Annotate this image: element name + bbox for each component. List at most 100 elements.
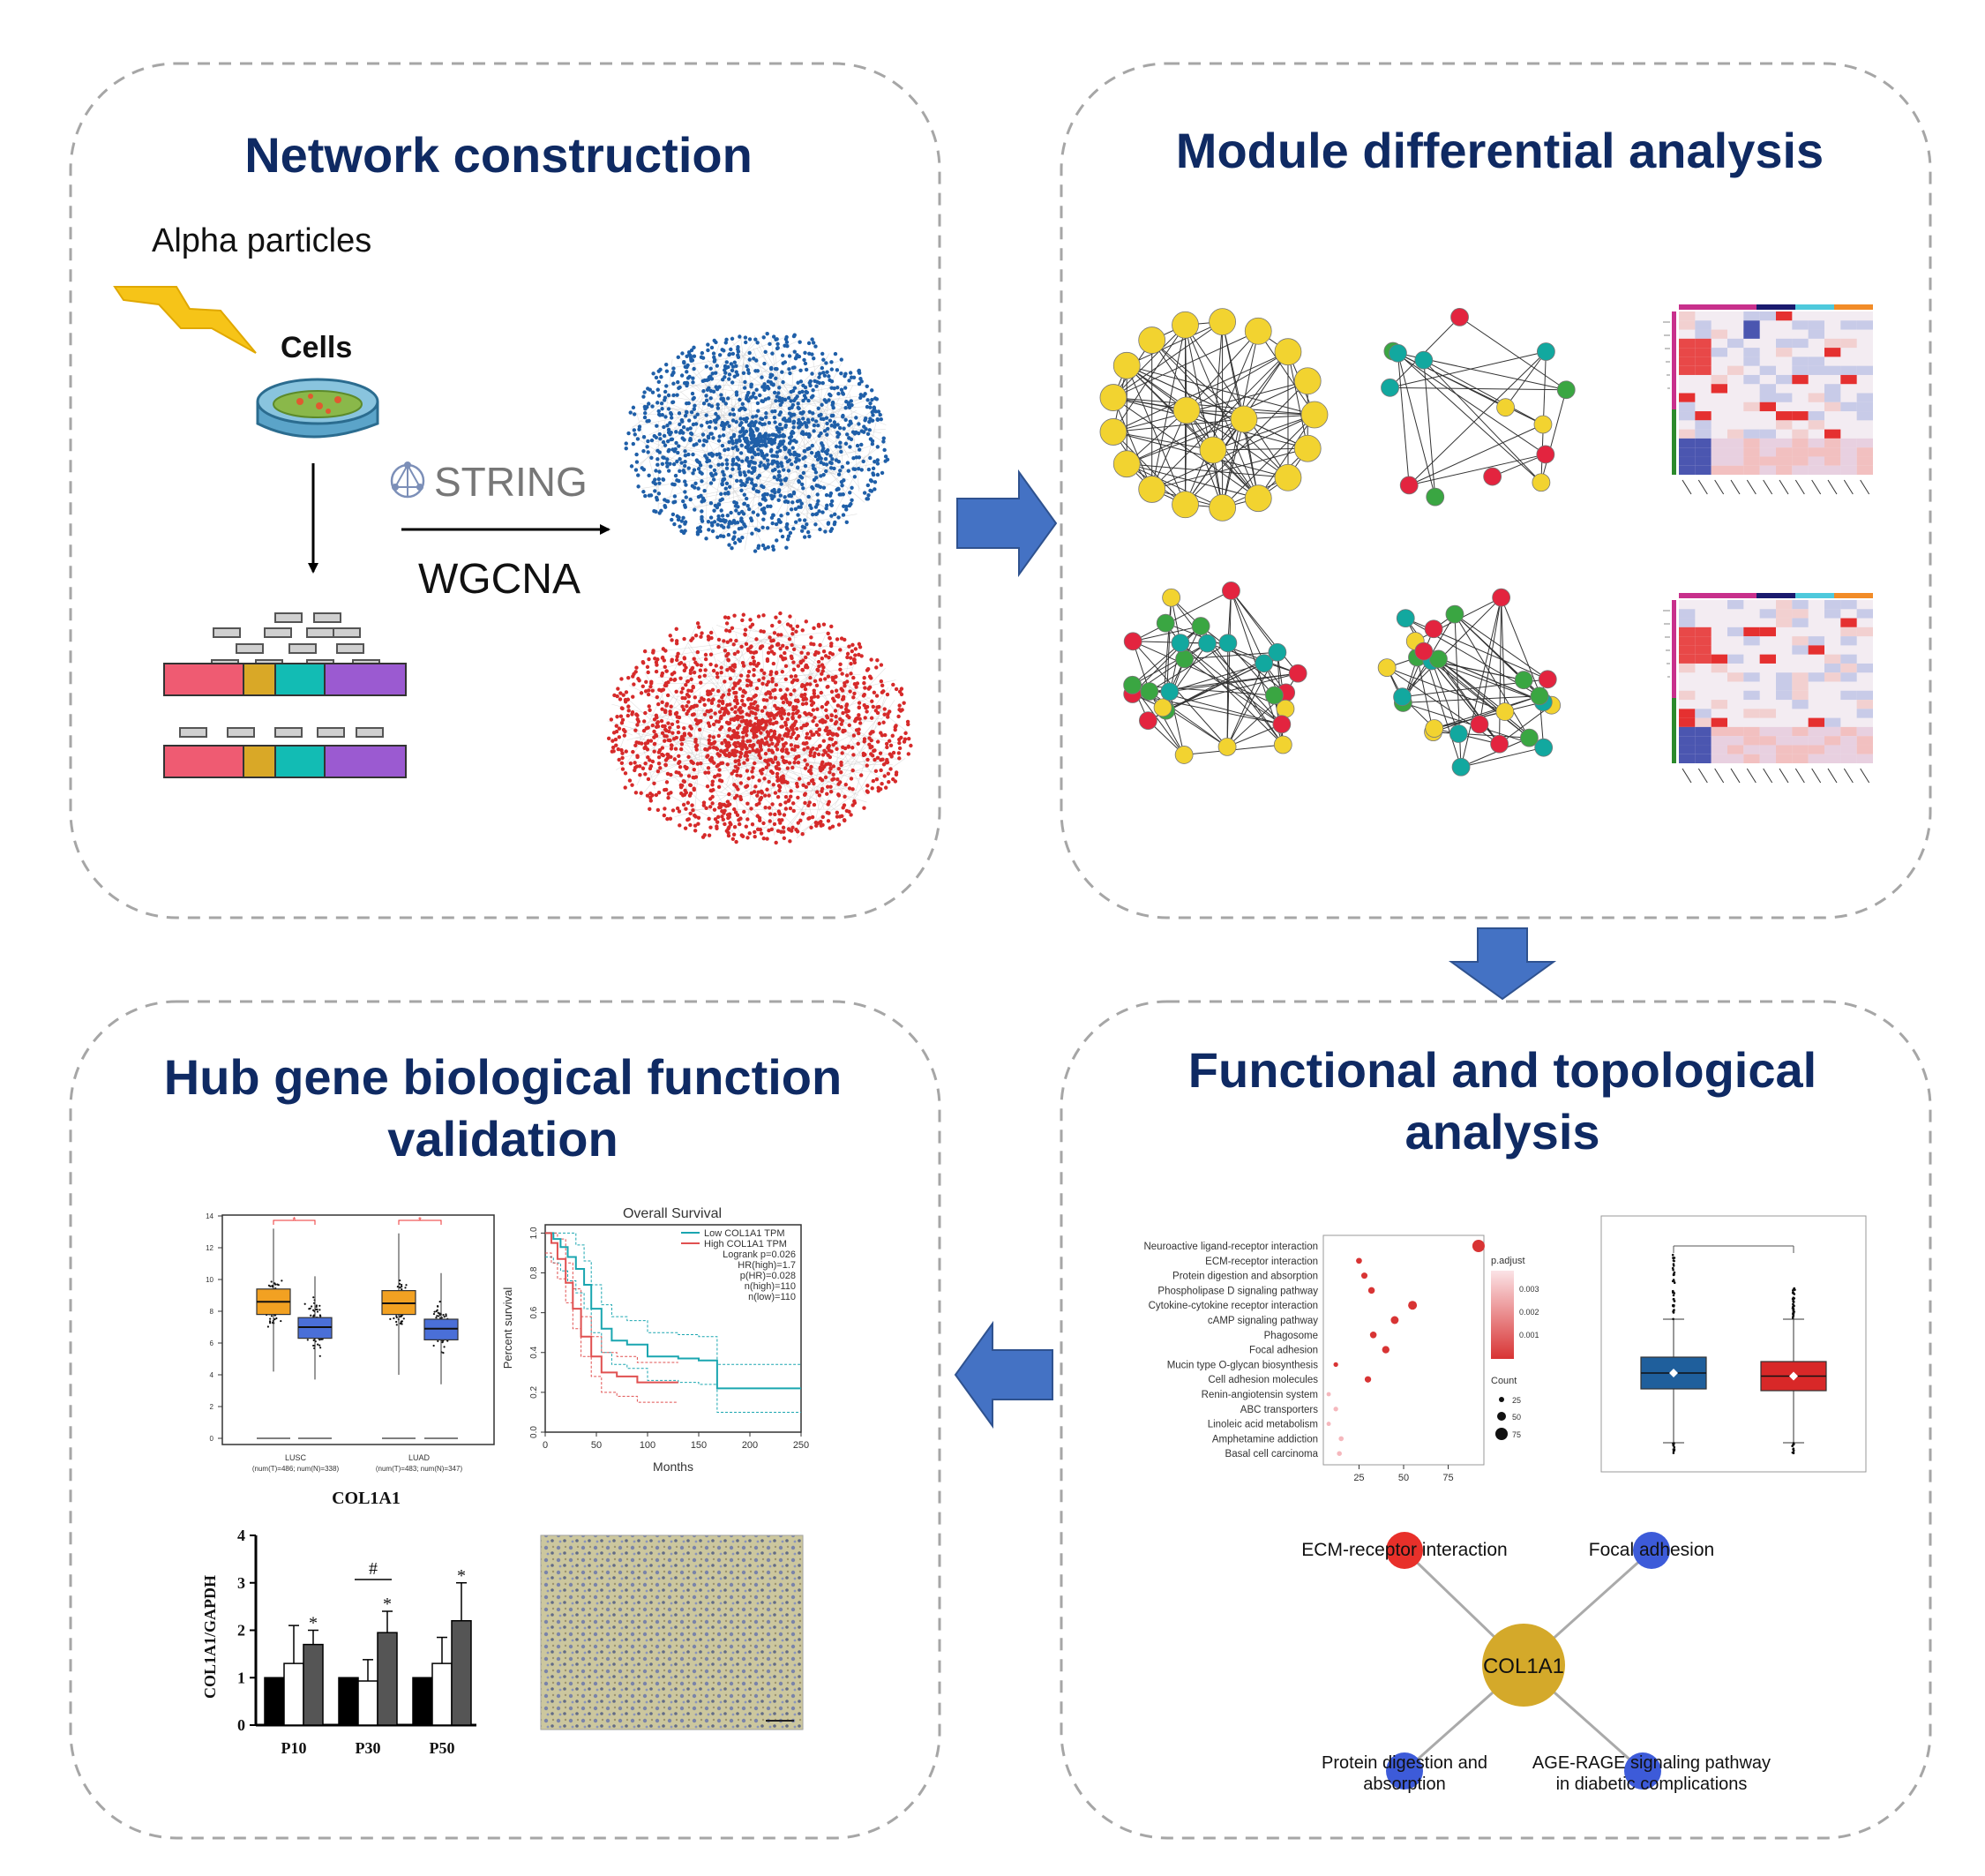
network-node <box>726 753 731 758</box>
network-node <box>647 657 651 662</box>
network-node <box>720 514 725 518</box>
network-node <box>650 688 655 693</box>
dotplot-term: Protein digestion and absorption <box>1172 1272 1318 1282</box>
network-node <box>717 434 722 439</box>
network-node <box>713 817 718 822</box>
boxplot-significance: * <box>293 1216 296 1226</box>
network-node <box>767 793 771 798</box>
network-node <box>759 629 763 634</box>
network-node <box>785 717 790 722</box>
cmp-outlier <box>1672 1317 1674 1321</box>
network-node <box>807 800 812 805</box>
network-node <box>803 741 807 746</box>
network-node <box>719 508 723 513</box>
network-node <box>825 503 829 508</box>
network-node <box>702 712 708 717</box>
network-node <box>772 487 776 492</box>
network-node <box>883 459 888 463</box>
network-node <box>835 431 840 435</box>
network-node <box>679 373 685 378</box>
network-node <box>768 372 773 377</box>
network-node <box>745 364 749 369</box>
network-node <box>779 514 783 518</box>
network-node <box>740 834 745 838</box>
survival-legend-high: High COL1A1 TPM <box>704 1239 787 1249</box>
network-node <box>735 813 740 817</box>
network-node <box>824 708 828 713</box>
network-node <box>806 398 811 403</box>
network-node <box>790 679 795 685</box>
network-node <box>854 728 859 732</box>
network-node <box>834 720 839 724</box>
network-node <box>682 779 687 784</box>
network-node <box>721 477 725 482</box>
network-node <box>668 432 672 437</box>
module-node <box>1514 671 1533 690</box>
network-node <box>738 397 742 402</box>
network-node <box>629 464 634 469</box>
network-node <box>750 531 754 536</box>
network-node <box>815 492 820 497</box>
network-node <box>689 677 693 682</box>
network-node <box>801 383 805 388</box>
network-node <box>729 347 733 352</box>
network-node <box>637 424 642 429</box>
bar <box>264 1677 285 1726</box>
network-node <box>724 743 729 748</box>
network-node <box>780 716 784 721</box>
network-node <box>658 367 663 372</box>
network-node <box>849 399 853 403</box>
network-node <box>701 499 707 503</box>
network-node <box>743 340 748 345</box>
network-node <box>770 544 775 549</box>
network-node <box>828 826 832 830</box>
network-node <box>704 364 708 369</box>
network-node <box>796 795 800 800</box>
network-node <box>655 663 659 667</box>
network-node <box>734 839 738 844</box>
network-node <box>774 615 778 619</box>
network-node <box>844 504 849 509</box>
bar <box>431 1662 453 1726</box>
network-node <box>750 822 755 827</box>
network-node <box>738 538 743 544</box>
network-node <box>716 644 721 649</box>
network-node <box>843 729 847 733</box>
network-node <box>660 700 664 705</box>
dotplot-term: Basal cell carcinoma <box>1225 1449 1319 1460</box>
network-node <box>794 736 799 741</box>
network-node <box>740 482 745 486</box>
network-node <box>869 716 874 720</box>
network-node <box>641 435 647 439</box>
network-node <box>744 824 749 829</box>
network-node <box>710 473 715 478</box>
network-node <box>678 469 682 473</box>
network-node <box>714 411 718 416</box>
network-node <box>797 715 802 719</box>
network-node <box>740 709 745 714</box>
network-node <box>840 672 844 676</box>
network-node <box>659 401 664 406</box>
network-node <box>897 746 903 751</box>
network-node <box>845 432 850 437</box>
network-node <box>713 426 718 431</box>
network-node <box>798 818 803 823</box>
network-node <box>732 541 738 545</box>
network-node <box>777 788 782 793</box>
boxplot-point <box>266 1325 270 1328</box>
network-node <box>791 419 797 424</box>
network-node <box>873 409 878 414</box>
network-node <box>709 377 715 381</box>
network-node <box>870 699 874 703</box>
network-node <box>656 409 661 414</box>
network-node <box>747 831 752 836</box>
network-node <box>642 404 648 409</box>
network-node <box>681 802 686 807</box>
network-node <box>633 743 638 748</box>
network-node <box>770 623 775 628</box>
network-node <box>760 668 764 672</box>
string-label: STRING <box>434 459 588 505</box>
network-node <box>840 483 844 488</box>
network-node <box>654 469 658 473</box>
network-node <box>693 829 698 833</box>
